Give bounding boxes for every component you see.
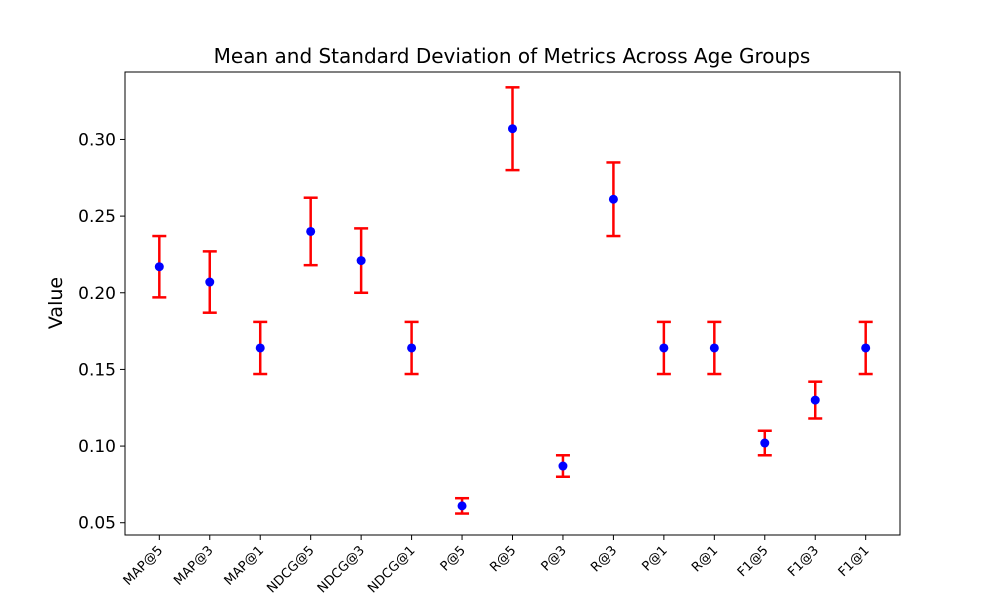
mean-point — [306, 226, 316, 236]
mean-point — [457, 501, 467, 511]
mean-point — [709, 343, 719, 353]
x-tick-label: R@3 — [588, 543, 620, 575]
mean-point — [508, 124, 517, 134]
y-tick-label: 0.25 — [78, 207, 116, 227]
x-tick-label: MAP@3 — [171, 543, 216, 588]
mean-point — [205, 277, 215, 287]
x-tick-label: R@1 — [689, 543, 721, 575]
y-axis-label: Value — [45, 277, 67, 329]
x-tick-label: F1@1 — [836, 543, 873, 580]
x-tick-label: MAP@1 — [222, 543, 267, 588]
mean-point — [810, 395, 820, 405]
x-tick-label: F1@5 — [735, 543, 772, 580]
mean-point — [154, 262, 164, 272]
y-tick-label: 0.30 — [78, 130, 116, 150]
x-tick-label: MAP@5 — [121, 543, 166, 588]
mean-point — [760, 438, 770, 448]
x-tick-label: NDCG@5 — [264, 543, 317, 596]
chart-title: Mean and Standard Deviation of Metrics A… — [214, 44, 811, 68]
x-tick-label: P@5 — [438, 543, 469, 574]
x-tick-label: P@3 — [539, 543, 570, 574]
y-tick-label: 0.15 — [78, 360, 116, 380]
x-tick-label: NDCG@3 — [315, 543, 368, 596]
mean-point — [558, 461, 568, 471]
x-tick-label: P@1 — [639, 543, 670, 574]
mean-point — [356, 256, 366, 266]
mean-point — [659, 343, 669, 353]
mean-point — [608, 194, 618, 204]
x-tick-label: NDCG@1 — [365, 543, 418, 596]
mean-point — [861, 343, 871, 353]
x-tick-label: F1@3 — [785, 543, 822, 580]
y-tick-label: 0.05 — [78, 514, 116, 534]
mean-point — [407, 343, 417, 353]
x-tick-label: R@5 — [487, 543, 519, 575]
y-tick-label: 0.10 — [78, 437, 116, 457]
mean-point — [255, 343, 265, 353]
y-tick-label: 0.20 — [78, 284, 116, 304]
